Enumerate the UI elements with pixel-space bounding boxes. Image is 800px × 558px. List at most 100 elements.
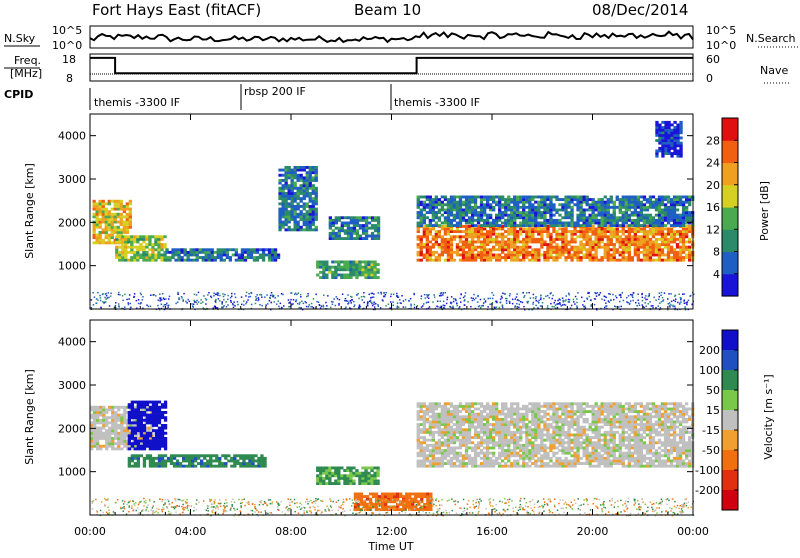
noise-cell <box>653 297 655 299</box>
data-cell <box>570 233 573 236</box>
data-cell <box>622 251 625 254</box>
data-cell <box>558 222 561 225</box>
data-cell <box>108 432 111 435</box>
noise-cell <box>306 296 308 298</box>
data-cell <box>610 259 613 262</box>
noise-cell <box>128 298 130 300</box>
data-cell <box>432 211 435 214</box>
data-cell <box>652 228 655 231</box>
data-cell <box>576 209 579 212</box>
data-cell <box>93 228 96 231</box>
data-cell <box>365 224 368 227</box>
data-cell <box>161 462 164 465</box>
data-cell <box>664 259 667 262</box>
data-cell <box>152 460 155 463</box>
data-cell <box>477 251 480 254</box>
data-cell <box>435 418 438 421</box>
data-cell <box>540 198 543 201</box>
data-cell <box>519 241 522 244</box>
data-cell <box>417 228 420 231</box>
data-cell <box>417 235 420 238</box>
data-cell <box>134 421 137 424</box>
data-cell <box>625 235 628 238</box>
data-cell <box>374 237 377 240</box>
data-cell <box>516 230 519 233</box>
data-cell <box>202 248 205 251</box>
data-cell <box>595 214 598 217</box>
noise-cell <box>496 307 498 309</box>
data-cell <box>456 196 459 199</box>
noise-cell <box>524 295 526 297</box>
data-cell <box>504 219 507 222</box>
data-cell <box>507 241 510 244</box>
data-cell <box>649 216 652 219</box>
data-cell <box>137 414 140 417</box>
data-cell <box>441 452 444 455</box>
data-cell <box>358 474 361 477</box>
data-cell <box>306 218 309 221</box>
data-cell <box>364 472 367 475</box>
data-cell <box>598 201 601 204</box>
data-cell <box>233 457 236 460</box>
data-cell <box>670 219 673 222</box>
noise-cell <box>614 306 616 308</box>
data-cell <box>682 230 685 233</box>
data-cell <box>637 241 640 244</box>
data-cell <box>625 243 628 246</box>
data-cell <box>504 254 507 257</box>
data-cell <box>607 209 610 212</box>
data-cell <box>444 452 447 455</box>
data-cell <box>640 209 643 212</box>
data-cell <box>139 248 142 251</box>
noise-cell <box>323 305 325 307</box>
data-cell <box>105 434 108 437</box>
data-cell <box>432 405 435 408</box>
noise-cell <box>198 292 200 294</box>
data-cell <box>643 230 646 233</box>
data-cell <box>601 224 604 227</box>
data-cell <box>450 251 453 254</box>
data-cell <box>450 209 453 212</box>
data-cell <box>149 421 152 424</box>
data-cell <box>555 259 558 262</box>
noise-cell <box>165 304 167 306</box>
data-cell <box>278 202 281 205</box>
data-cell <box>259 248 262 251</box>
data-cell <box>685 225 688 228</box>
data-cell <box>595 203 598 206</box>
data-cell <box>667 206 670 209</box>
data-cell <box>444 211 447 214</box>
data-cell <box>346 276 349 279</box>
data-cell <box>285 223 288 226</box>
data-cell <box>223 254 226 257</box>
data-cell <box>589 251 592 254</box>
data-cell <box>105 208 108 211</box>
noise-cell <box>223 296 225 298</box>
data-cell <box>420 444 423 447</box>
data-cell <box>625 214 628 217</box>
data-cell <box>673 131 676 134</box>
data-cell <box>367 276 370 279</box>
data-cell <box>670 203 673 206</box>
noise-cell <box>465 292 467 294</box>
noise-cell <box>393 305 395 307</box>
data-cell <box>149 442 152 445</box>
data-cell <box>423 426 426 429</box>
data-cell <box>652 230 655 233</box>
data-cell <box>164 437 167 440</box>
data-cell <box>441 238 444 241</box>
data-cell <box>176 460 179 463</box>
data-cell <box>531 198 534 201</box>
noise-cell <box>281 307 283 309</box>
data-cell <box>120 202 123 205</box>
data-cell <box>486 206 489 209</box>
data-cell <box>362 229 365 232</box>
data-cell <box>664 233 667 236</box>
data-cell <box>367 480 370 483</box>
data-cell <box>471 219 474 222</box>
noise-cell <box>560 305 562 307</box>
data-cell <box>316 266 319 269</box>
data-cell <box>138 437 141 440</box>
data-cell <box>438 235 441 238</box>
